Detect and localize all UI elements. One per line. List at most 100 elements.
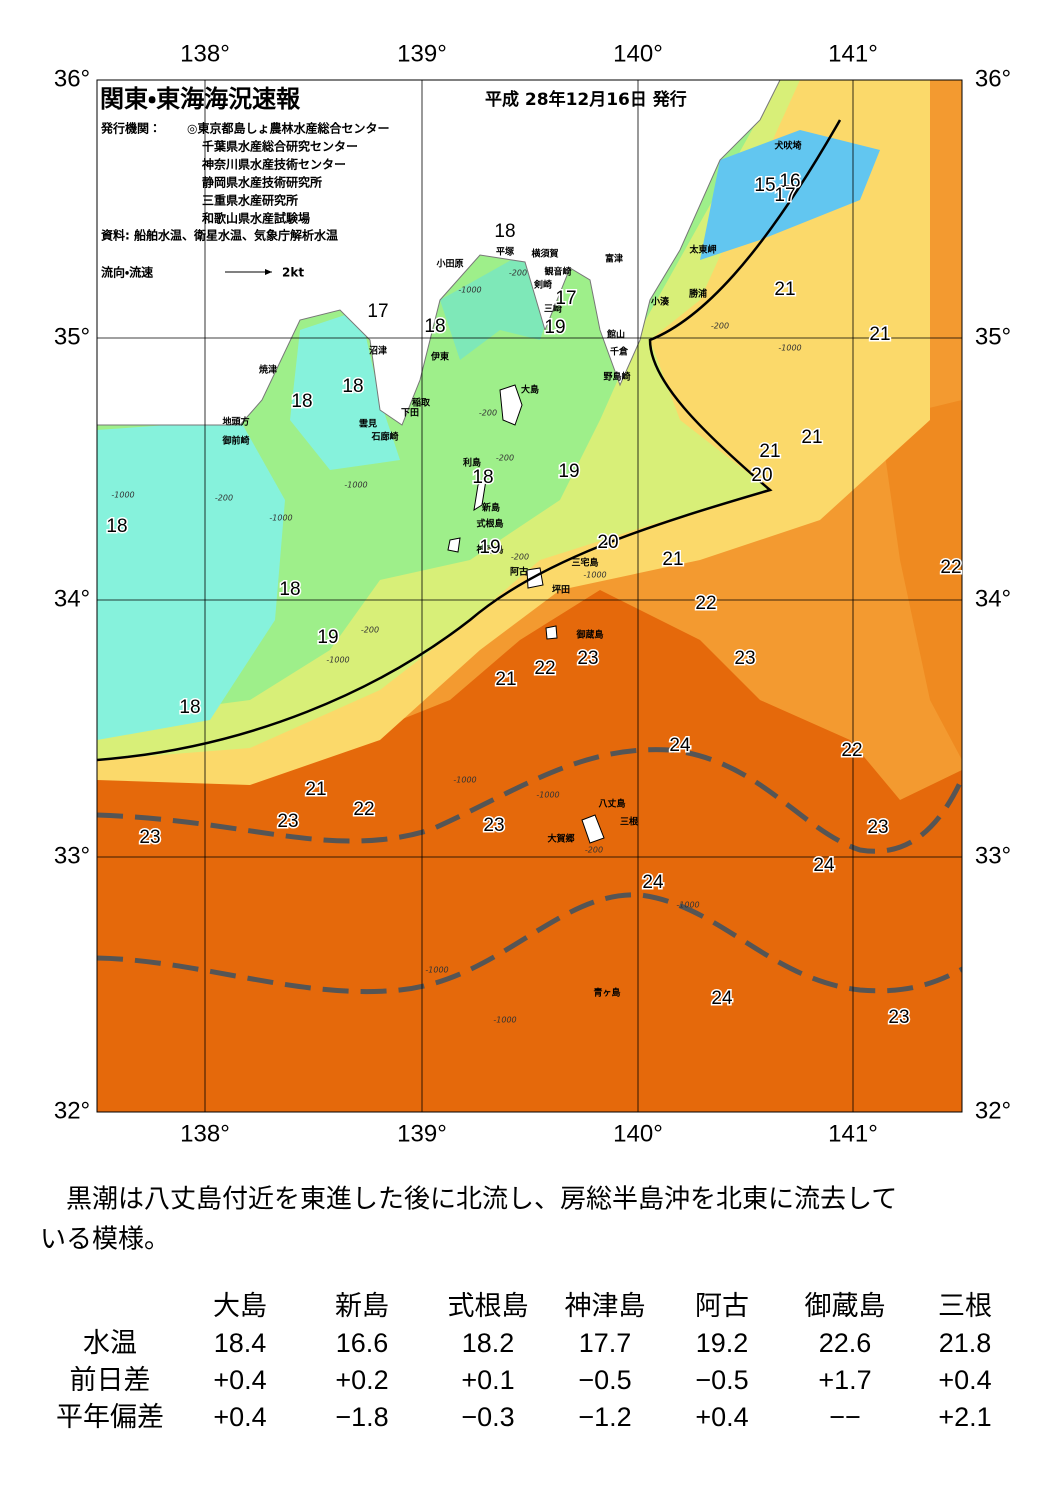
table-cell: −0.5 (578, 1365, 631, 1395)
depth-label: -1000 (458, 286, 481, 295)
place-name: 大島 (521, 384, 539, 396)
contour-label: 20 (597, 532, 618, 553)
table-cell: +0.4 (695, 1402, 748, 1432)
place-name: 大賀郷 (547, 833, 574, 845)
contour-label: 18 (494, 221, 515, 242)
table-cell: 16.6 (336, 1328, 389, 1358)
place-name: 青ヶ島 (593, 987, 620, 999)
graticule (97, 80, 962, 1112)
table-header: 御蔵島 (805, 1291, 886, 1321)
place-name: 三根 (620, 816, 639, 828)
sea-18 (97, 420, 285, 740)
place-name: 伊東 (430, 351, 449, 363)
depth-label: -200 (361, 626, 379, 635)
depth-label: -1000 (111, 491, 134, 500)
table-cell: −0.3 (461, 1402, 514, 1432)
table-header: 神津島 (565, 1291, 646, 1321)
latitude-label: 32° (975, 1097, 1011, 1124)
place-name: 野島崎 (603, 371, 630, 383)
contour-label: 23 (577, 648, 598, 669)
longitude-label: 138° (180, 40, 230, 67)
depth-label: -1000 (326, 656, 349, 665)
depth-label: -1000 (676, 901, 699, 910)
sea-23-east (880, 400, 962, 760)
contour-label: 17 (774, 185, 795, 206)
place-name: 焼津 (259, 364, 277, 376)
longitude-label: 140° (613, 1120, 663, 1147)
table-cell: −0.5 (695, 1365, 748, 1395)
sea-18-sagami (440, 255, 560, 360)
place-name: 富津 (605, 253, 623, 265)
place-name: 御蔵島 (575, 629, 603, 641)
table-cell: +0.4 (938, 1365, 991, 1395)
depth-label: -1000 (583, 571, 606, 580)
longitude-label: 141° (828, 40, 878, 67)
contour-label: 19 (479, 537, 500, 558)
depth-label: -1000 (344, 481, 367, 490)
table-cell: −1.8 (335, 1402, 388, 1432)
contour-label: 22 (353, 799, 374, 820)
contour-label: 23 (734, 648, 755, 669)
table-header: 大島 (213, 1291, 267, 1321)
issue-date: 平成 28年12月16日 発行 (485, 89, 687, 110)
contour-label: 23 (867, 817, 888, 838)
depth-label: -200 (496, 454, 514, 463)
legend-label: 流向・流速 (101, 265, 153, 280)
contour-label: 21 (495, 669, 516, 690)
miyake-island (526, 567, 544, 589)
table-cell: +0.4 (213, 1402, 266, 1432)
place-name: 千倉 (610, 346, 629, 358)
place-name: 下田 (401, 408, 419, 419)
place-name: 利島 (462, 457, 481, 469)
place-name: 剣崎 (533, 279, 552, 291)
contour-label: 15 (754, 175, 775, 196)
sea-cold (700, 130, 880, 260)
depth-label: -1000 (778, 344, 801, 353)
table-cell: −1.2 (578, 1402, 631, 1432)
place-name: 坪田 (552, 584, 570, 596)
row-label: 水温 (83, 1328, 137, 1358)
place-name: 御前崎 (221, 435, 249, 447)
issuer: 神奈川県水産技術センター (201, 157, 346, 172)
contour-label: 18 (342, 376, 363, 397)
table-header: 三根 (938, 1291, 992, 1321)
contour-label: 17 (367, 301, 388, 322)
place-name: 新島 (481, 502, 500, 514)
table-cell: 21.8 (939, 1328, 992, 1358)
contour-label: 24 (669, 735, 691, 756)
depth-label: -1000 (493, 1016, 516, 1025)
place-name: 雲見 (359, 418, 377, 430)
depth-label: -200 (509, 269, 527, 278)
legend-arrow-head (265, 269, 272, 275)
issuer: ◎東京都島しょ農林水産総合センター (187, 121, 389, 136)
contour-label: 20 (751, 465, 772, 486)
table-cell: 22.6 (819, 1328, 872, 1358)
latitude-label: 34° (975, 585, 1011, 612)
place-name: 館山 (606, 329, 625, 341)
place-name: 稲取 (412, 397, 431, 409)
latitude-label: 36° (975, 65, 1011, 92)
latitude-label: 33° (54, 842, 90, 869)
table-cell: 19.2 (696, 1328, 749, 1358)
table-cell: +2.1 (938, 1402, 991, 1432)
map-frame (96, 79, 963, 1113)
table-header: 阿古 (695, 1291, 749, 1321)
place-name: 式根島 (476, 518, 503, 530)
hachijo-island (581, 814, 605, 844)
table-cell: −− (829, 1402, 861, 1432)
latitude-label: 33° (975, 842, 1011, 869)
depth-label: -1000 (536, 791, 559, 800)
legend-scale: 2kt (282, 266, 304, 280)
contour-label: 22 (534, 658, 555, 679)
row-label: 前日差 (70, 1365, 151, 1395)
summary-line: いる模様。 (40, 1225, 170, 1255)
contour-label: 18 (472, 467, 493, 488)
map-area (97, 80, 962, 1112)
contour-label: 18 (279, 579, 300, 600)
sea-18-izu (290, 310, 400, 470)
contour-label: 23 (888, 1007, 909, 1028)
table-cell: +0.4 (213, 1365, 266, 1395)
contour-label: 23 (139, 827, 160, 848)
place-name: 平塚 (496, 246, 515, 258)
table-cell: +0.1 (461, 1365, 514, 1395)
